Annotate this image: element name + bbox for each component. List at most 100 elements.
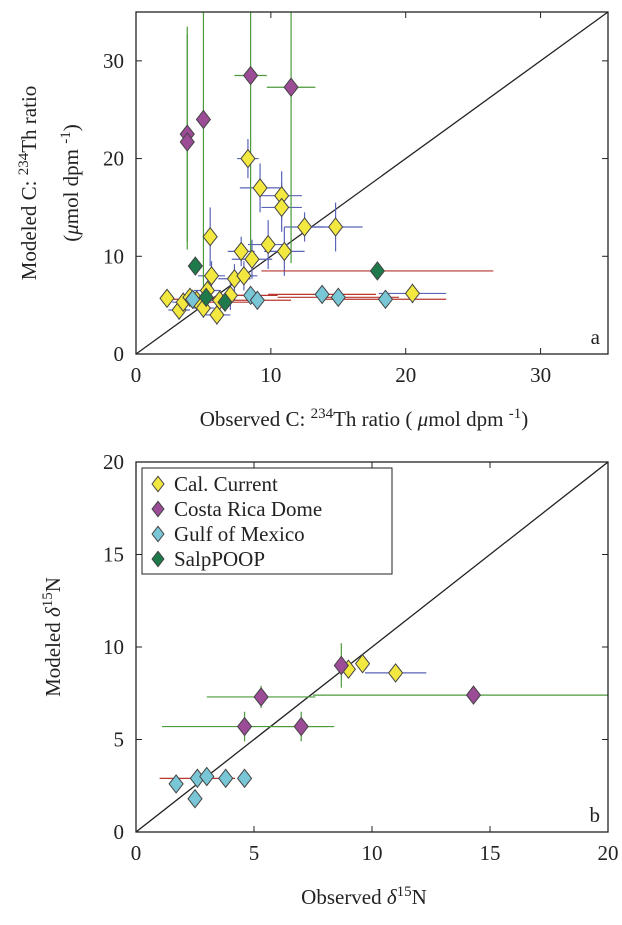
legend-marker [151,475,165,493]
point [377,289,394,310]
point [202,226,218,247]
label-part: Observed C: [200,407,311,431]
point [209,305,225,325]
point [283,77,299,98]
point [168,774,184,794]
point [240,148,256,169]
point [199,766,215,787]
label-part: 15 [397,884,412,900]
point [293,716,309,737]
label-part: N [41,577,65,592]
point [465,685,482,705]
label-part: 234 [16,152,32,175]
y-axis-label: Modeled δ15N [40,577,65,697]
y-tick-label: 20 [103,147,124,171]
label-part: ) [59,124,83,131]
plot-area [136,12,608,354]
x-tick-label: 20 [395,363,416,387]
y-axis-label: Modeled C: 234Th ratio [16,86,41,281]
y-tick-label: 15 [103,543,124,567]
x-tick-label: 5 [249,841,260,865]
point [253,687,269,707]
point [276,241,292,262]
point [236,266,252,286]
point [244,249,260,270]
point [333,655,349,676]
point [404,283,421,304]
legend-label: SalpPOOP [174,547,265,571]
point [252,178,268,198]
x-axis-label: Observed C: 234Th ratio ( μmol dpm -1) [200,406,528,431]
legend-box [141,467,393,575]
point [187,788,203,809]
x-tick-label: 10 [362,841,383,865]
label-part: 234 [311,406,334,422]
point [314,284,330,305]
panel-label: a [591,325,601,349]
x-tick-label: 0 [131,363,142,387]
point [354,653,371,674]
point [233,241,249,262]
label-part: Observed [301,885,387,909]
point [218,768,234,789]
label-part: -1 [509,406,522,422]
label-part: mol dpm [428,407,509,431]
x-axis-label: Observed δ15N [301,884,427,909]
y-tick-label: 5 [114,728,125,752]
y-tick-label: 0 [114,342,125,366]
point [387,663,404,683]
legend-marker [151,550,165,568]
legend-label: Costa Rica Dome [174,497,322,521]
label-part: δ [41,606,65,617]
x-tick-label: 30 [530,363,551,387]
point [274,197,290,218]
label-part: -1 [58,131,74,144]
label-part: μ [417,407,429,431]
point [195,109,212,130]
point [236,716,253,737]
legend-marker [151,525,165,543]
y-tick-label: 20 [103,450,124,474]
point [260,234,276,255]
label-part: δ [387,885,398,909]
one-to-one-line [136,462,608,832]
point [187,256,203,276]
y-tick-label: 0 [114,820,125,844]
label-part: Modeled [41,617,65,697]
point [179,132,195,152]
point [327,217,344,237]
x-tick-label: 10 [260,363,281,387]
x-tick-label: 0 [131,841,142,865]
point [242,65,259,86]
x-tick-label: 20 [598,841,619,865]
legend-label: Gulf of Mexico [174,522,305,546]
label-part: mol dpm [59,144,83,225]
y-tick-label: 30 [103,49,124,73]
point [203,266,220,286]
label-part: 15 [40,592,56,607]
point [296,217,313,237]
point [369,261,386,281]
point [249,290,266,311]
point [236,768,253,789]
axes-box [135,461,609,833]
y-axis-label: (μmol dpm -1) [58,124,83,242]
legend-label: Cal. Current [174,472,278,496]
label-part: μ [59,224,83,236]
label-part: Modeled C: [17,175,41,280]
panel-label: b [590,803,601,827]
label-part: Th ratio ( [333,407,418,431]
label-part: ( [59,235,83,242]
axes-box [135,11,609,355]
label-part: Th ratio [17,86,41,153]
y-tick-label: 10 [103,635,124,659]
label-part: ) [521,407,528,431]
label-part: N [412,885,427,909]
point [217,292,233,313]
x-tick-label: 15 [480,841,501,865]
point [159,288,175,309]
plot-area [136,462,608,832]
point [198,287,214,308]
point [185,289,201,310]
